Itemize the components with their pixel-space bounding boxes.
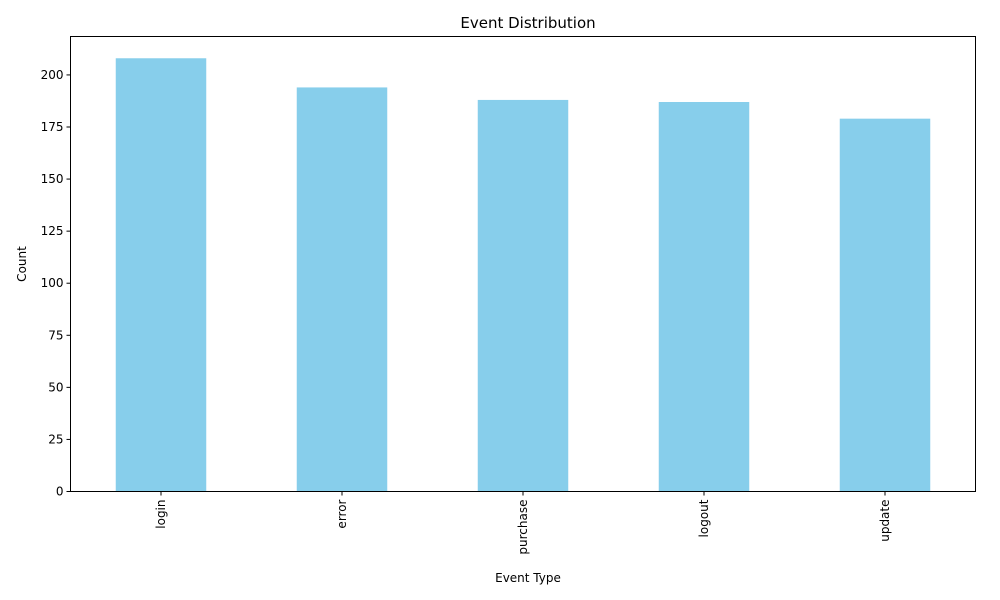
bar-purchase: [477, 99, 569, 492]
chart-title: Event Distribution: [460, 14, 595, 32]
bar-logout: [658, 102, 750, 492]
y-tick-label: 175: [41, 120, 64, 134]
bars-group: [115, 58, 931, 492]
x-tick-label: login: [154, 500, 168, 529]
y-axis-ticks: 0 25 50 75 100 125 150 175 200: [41, 68, 71, 499]
x-tick-label: update: [878, 500, 892, 542]
plot-frame: [70, 36, 976, 492]
bar-login: [115, 58, 207, 492]
y-tick-label: 50: [48, 380, 63, 394]
y-tick-label: 100: [41, 276, 64, 290]
y-tick-label: 125: [41, 224, 64, 238]
x-axis-ticks: login error purchase logout update: [154, 491, 892, 555]
bar-error: [296, 87, 388, 492]
y-axis-label: Count: [15, 246, 29, 282]
x-tick-label: logout: [697, 499, 711, 537]
x-tick-label: purchase: [516, 500, 530, 555]
bar-update: [839, 118, 931, 492]
x-axis-label: Event Type: [495, 571, 561, 585]
y-tick-label: 25: [48, 432, 63, 446]
x-tick-label: error: [335, 499, 349, 528]
y-tick-label: 75: [48, 328, 63, 342]
y-tick-label: 0: [56, 485, 64, 499]
y-tick-label: 150: [41, 172, 64, 186]
y-tick-label: 200: [41, 68, 64, 82]
